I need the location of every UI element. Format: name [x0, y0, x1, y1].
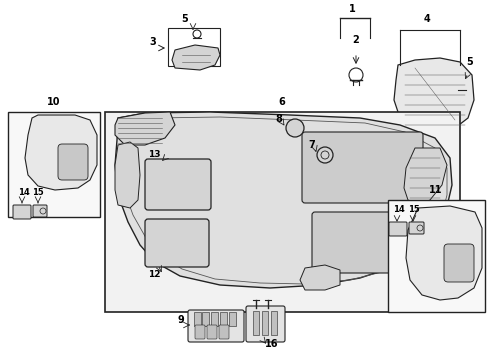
Bar [194, 312, 201, 326]
Bar [262, 311, 267, 335]
Polygon shape [115, 142, 140, 208]
FancyBboxPatch shape [187, 310, 244, 342]
Text: 14: 14 [392, 205, 404, 214]
Bar [387, 200, 484, 312]
FancyBboxPatch shape [245, 306, 285, 342]
FancyBboxPatch shape [443, 244, 473, 282]
Polygon shape [115, 112, 175, 145]
Polygon shape [403, 148, 446, 205]
FancyBboxPatch shape [13, 205, 31, 219]
FancyBboxPatch shape [58, 144, 88, 180]
Text: 3: 3 [149, 37, 156, 47]
Text: 15: 15 [407, 205, 419, 214]
Bar [270, 311, 276, 335]
Polygon shape [115, 112, 451, 288]
FancyBboxPatch shape [408, 222, 423, 234]
FancyBboxPatch shape [311, 212, 412, 273]
FancyBboxPatch shape [145, 219, 208, 267]
Text: 7: 7 [308, 140, 315, 150]
Text: 5: 5 [465, 57, 472, 67]
Bar [220, 312, 226, 326]
FancyBboxPatch shape [33, 205, 47, 217]
FancyBboxPatch shape [206, 325, 217, 339]
FancyBboxPatch shape [302, 132, 422, 203]
Text: 10: 10 [47, 97, 61, 107]
Text: 9: 9 [177, 315, 183, 325]
Polygon shape [405, 206, 481, 300]
FancyBboxPatch shape [145, 159, 210, 210]
Text: 15: 15 [32, 188, 43, 197]
Circle shape [316, 147, 332, 163]
Polygon shape [299, 265, 339, 290]
Bar [202, 312, 208, 326]
Polygon shape [393, 58, 473, 132]
Text: 5: 5 [181, 14, 188, 24]
FancyBboxPatch shape [195, 325, 204, 339]
Bar [252, 311, 259, 335]
Circle shape [285, 119, 304, 137]
Polygon shape [172, 45, 220, 70]
Text: 6: 6 [278, 97, 285, 107]
Bar [228, 312, 236, 326]
Text: 2: 2 [352, 35, 359, 45]
Text: 16: 16 [264, 339, 278, 349]
Text: 12: 12 [148, 270, 160, 279]
Bar [168, 28, 220, 66]
Text: 1: 1 [348, 4, 355, 14]
Bar [105, 112, 459, 312]
Bar [210, 312, 218, 326]
Text: 8: 8 [275, 114, 282, 124]
Text: 4: 4 [423, 14, 429, 24]
FancyBboxPatch shape [388, 222, 406, 236]
Text: 14: 14 [18, 188, 30, 197]
Bar [8, 112, 100, 217]
Text: 11: 11 [428, 185, 442, 195]
Text: 13: 13 [148, 150, 160, 159]
Polygon shape [25, 115, 97, 190]
FancyBboxPatch shape [219, 325, 228, 339]
